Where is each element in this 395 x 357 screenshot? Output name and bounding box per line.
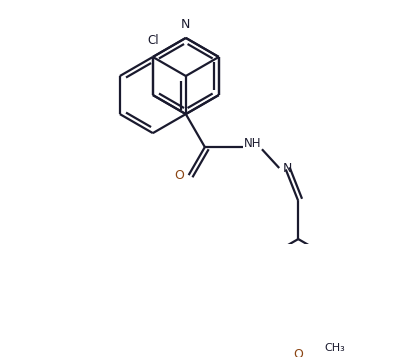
Text: O: O [293, 348, 303, 357]
Text: CH₃: CH₃ [325, 343, 346, 353]
Text: N: N [181, 18, 190, 31]
Text: Cl: Cl [147, 34, 159, 47]
Text: N: N [283, 161, 292, 175]
Text: NH: NH [244, 137, 261, 150]
Text: O: O [174, 169, 184, 182]
